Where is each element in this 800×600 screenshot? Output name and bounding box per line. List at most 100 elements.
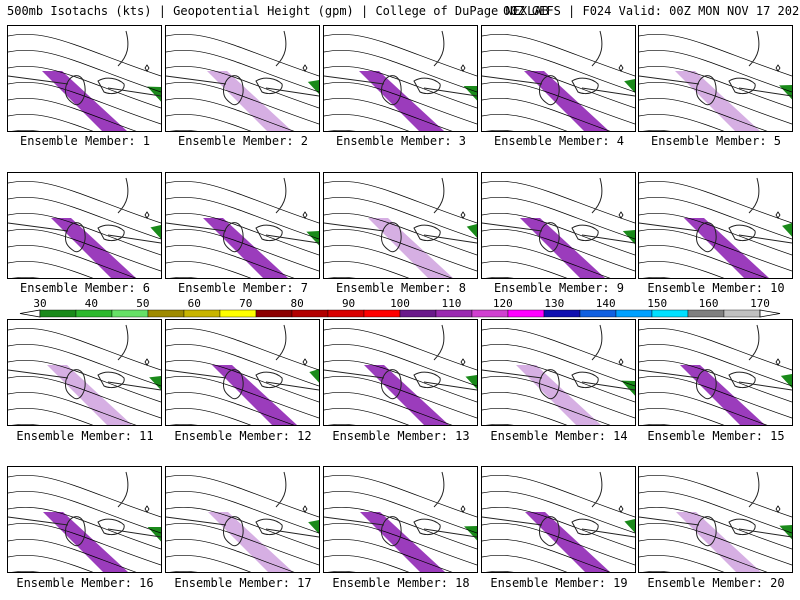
ensemble-member-label: Ensemble Member: 5	[650, 134, 782, 148]
height-contour	[324, 554, 410, 572]
map-outline	[324, 177, 477, 253]
map-outline	[166, 177, 319, 253]
jet-core	[680, 365, 765, 425]
height-contour	[639, 113, 725, 131]
legend-swatch	[435, 309, 473, 318]
height-contour	[324, 81, 477, 125]
calm-area	[242, 320, 319, 380]
height-contour	[166, 474, 319, 518]
map-outline	[639, 471, 792, 547]
ensemble-panel-3	[323, 25, 478, 132]
map-outline	[639, 324, 792, 400]
height-contour	[8, 343, 161, 387]
legend-swatch	[39, 309, 77, 318]
height-contour	[482, 260, 568, 278]
height-contour	[166, 407, 252, 425]
height-contour	[643, 276, 671, 278]
color-scale-legend	[19, 309, 781, 318]
height-contour	[166, 327, 319, 371]
map-outline	[8, 30, 161, 106]
jet-core	[43, 512, 128, 572]
height-contour	[482, 522, 635, 566]
ensemble-panel-20	[638, 466, 793, 573]
height-contour	[324, 343, 477, 387]
height-contour	[166, 228, 319, 272]
island-outline	[618, 211, 624, 219]
legend-swatch	[291, 309, 329, 318]
map-title: 500mb Isotachs (kts) | Geopotential Heig…	[7, 4, 549, 18]
ensemble-member-label: Ensemble Member: 15	[647, 429, 785, 443]
wind-map-14	[482, 320, 635, 425]
height-contour	[12, 570, 40, 572]
island-outline	[775, 505, 781, 513]
calm-area	[238, 467, 319, 527]
height-contour	[166, 554, 252, 572]
calm-area	[705, 26, 792, 86]
height-contour	[324, 359, 477, 403]
map-outline	[324, 324, 477, 400]
ensemble-member-label: Ensemble Member: 2	[177, 134, 309, 148]
height-contour	[482, 49, 635, 93]
ensemble-panel-4	[481, 25, 636, 132]
legend-swatch	[111, 309, 149, 318]
height-contour	[8, 375, 161, 419]
calm-area	[77, 320, 161, 380]
jet-core	[524, 71, 609, 131]
height-contour	[639, 49, 792, 93]
jet-core	[360, 512, 445, 572]
height-contour	[8, 228, 161, 272]
wind-map-10	[639, 173, 792, 278]
island-outline	[618, 358, 624, 366]
height-contour	[639, 196, 792, 240]
legend-tick: 100	[390, 297, 410, 310]
calm-area	[555, 467, 635, 527]
ensemble-panel-13	[323, 319, 478, 426]
map-outline	[482, 471, 635, 547]
ensemble-member-label: Ensemble Member: 7	[177, 281, 309, 295]
ensemble-panel-8	[323, 172, 478, 279]
legend-tick: 170	[750, 297, 770, 310]
ensemble-panel-18	[323, 466, 478, 573]
island-outline	[302, 64, 308, 72]
jet-core	[42, 71, 127, 131]
height-contour	[639, 260, 725, 278]
height-contour	[639, 212, 792, 256]
legend-tick: 30	[33, 297, 47, 310]
ensemble-panel-5	[638, 25, 793, 132]
height-contour	[170, 570, 198, 572]
calm-area	[550, 173, 635, 233]
height-contour	[166, 113, 252, 131]
jet-core	[359, 71, 444, 131]
height-contour	[166, 196, 319, 240]
height-contour	[639, 228, 792, 272]
height-contour	[639, 81, 792, 125]
height-contour	[324, 375, 477, 419]
legend-tick: 160	[698, 297, 719, 310]
height-contour	[8, 97, 137, 131]
height-contour	[170, 423, 198, 425]
legend-swatch	[399, 309, 437, 318]
height-contour	[8, 490, 161, 534]
ensemble-member-label: Ensemble Member: 16	[16, 576, 154, 590]
height-contour	[482, 474, 635, 518]
island-outline	[618, 64, 624, 72]
height-contour	[486, 570, 514, 572]
calm-area	[389, 26, 477, 86]
height-contour	[170, 129, 198, 131]
height-contour	[166, 97, 295, 131]
ensemble-panel-14	[481, 319, 636, 426]
height-contour	[639, 244, 768, 278]
legend-swatch	[687, 309, 725, 318]
height-contour	[324, 407, 410, 425]
calm-area	[233, 173, 319, 233]
height-contour	[482, 33, 635, 77]
legend-tick: 90	[341, 297, 356, 310]
calm-area	[237, 26, 319, 86]
map-outline	[324, 471, 477, 547]
island-outline	[302, 211, 308, 219]
height-contour	[328, 570, 356, 572]
height-contour	[324, 244, 453, 278]
map-outline	[8, 324, 161, 400]
height-contour	[12, 129, 40, 131]
ensemble-panel-6	[7, 172, 162, 279]
